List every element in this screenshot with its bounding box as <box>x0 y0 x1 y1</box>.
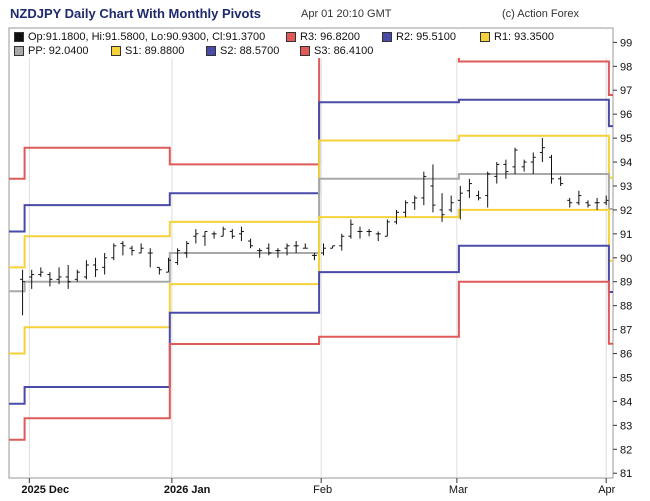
chart-source: (c) Action Forex <box>502 8 580 20</box>
legend-ohlc-swatch <box>14 32 24 42</box>
legend-s2: S2: 88.5700 <box>206 45 279 57</box>
y-tick-label: 81 <box>620 468 632 480</box>
y-tick-label: 82 <box>620 444 632 456</box>
y-tick-label: 85 <box>620 372 632 384</box>
legend-s1-text: S1: 89.8800 <box>125 45 185 57</box>
chart-title: NZDJPY Daily Chart With Monthly Pivots <box>10 6 262 21</box>
x-tick-label: 2025 Dec <box>21 484 69 496</box>
pivot-line-s2 <box>9 244 613 405</box>
y-tick-label: 92 <box>620 205 632 217</box>
pivot-line-s3 <box>9 280 613 441</box>
y-tick-label: 97 <box>620 85 632 97</box>
legend-s3-swatch <box>300 46 310 56</box>
y-tick-label: 98 <box>620 61 632 73</box>
legend: Op:91.1800, Hi:91.5800, Lo:90.9300, Cl:9… <box>10 30 609 58</box>
legend-ohlc: Op:91.1800, Hi:91.5800, Lo:90.9300, Cl:9… <box>14 31 265 43</box>
legend-pp-text: PP: 92.0400 <box>28 45 89 57</box>
chart-timestamp: Apr 01 20:10 GMT <box>301 8 392 20</box>
legend-r3: R3: 96.8200 <box>286 31 360 43</box>
y-tick-label: 99 <box>620 37 632 49</box>
legend-ohlc-text: Op:91.1800, Hi:91.5800, Lo:90.9300, Cl:9… <box>28 31 266 43</box>
legend-r1-swatch <box>480 32 490 42</box>
legend-pp-swatch <box>14 46 24 56</box>
legend-r3-swatch <box>286 32 296 42</box>
y-tick-label: 84 <box>620 396 632 408</box>
legend-s3: S3: 86.4100 <box>300 45 373 57</box>
legend-s3-text: S3: 86.4100 <box>314 45 374 57</box>
y-tick-label: 96 <box>620 109 632 121</box>
x-tick-label: Apr <box>598 484 615 496</box>
legend-s2-swatch <box>206 46 216 56</box>
y-tick-label: 88 <box>620 301 632 313</box>
legend-pp: PP: 92.0400 <box>14 45 89 57</box>
x-tick-label: 2026 Jan <box>164 484 211 496</box>
legend-r1: R1: 93.3500 <box>480 31 554 43</box>
y-tick-label: 90 <box>620 253 632 265</box>
legend-r2-swatch <box>382 32 392 42</box>
pivot-line-pp <box>9 173 613 293</box>
legend-s1: S1: 89.8800 <box>111 45 184 57</box>
legend-s1-swatch <box>111 46 121 56</box>
y-tick-label: 91 <box>620 229 632 241</box>
y-tick-label: 95 <box>620 133 632 145</box>
y-tick-label: 89 <box>620 277 632 289</box>
y-tick-label: 94 <box>620 157 632 169</box>
y-tick-label: 86 <box>620 349 632 361</box>
y-tick-label: 83 <box>620 420 632 432</box>
legend-r2-text: R2: 95.5100 <box>396 31 456 43</box>
y-tick-label: 93 <box>620 181 632 193</box>
legend-r3-text: R3: 96.8200 <box>300 31 360 43</box>
pivot-line-s1 <box>9 208 613 355</box>
x-tick-label: Feb <box>313 484 332 496</box>
x-tick-label: Mar <box>449 484 468 496</box>
y-tick-label: 87 <box>620 325 632 337</box>
legend-s2-text: S2: 88.5700 <box>220 45 280 57</box>
legend-r1-text: R1: 93.3500 <box>494 31 554 43</box>
legend-r2: R2: 95.5100 <box>382 31 456 43</box>
